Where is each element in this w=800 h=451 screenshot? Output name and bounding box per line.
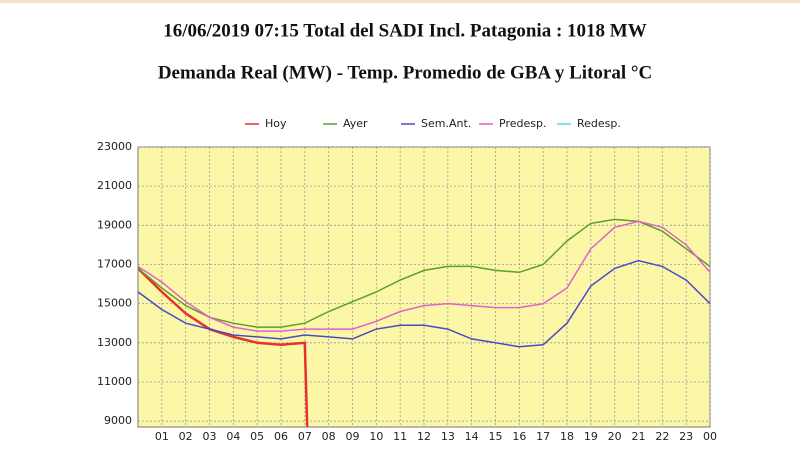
x-tick-label: 21 [632, 430, 646, 443]
x-tick-label: 17 [536, 430, 550, 443]
x-tick-label: 15 [489, 430, 503, 443]
x-tick-label: 12 [417, 430, 431, 443]
y-tick-label: 17000 [97, 257, 132, 270]
y-tick-label: 15000 [97, 297, 132, 310]
legend-label: Ayer [343, 117, 368, 130]
x-tick-label: 03 [203, 430, 217, 443]
x-tick-label: 07 [298, 430, 312, 443]
series-line [138, 218, 710, 328]
chart-title: 16/06/2019 07:15 Total del SADI Incl. Pa… [163, 20, 646, 41]
x-tick-label: 06 [274, 430, 288, 443]
legend-label: Predesp. [499, 117, 546, 130]
chart-subtitle: Demanda Real (MW) - Temp. Promedio de GB… [158, 62, 652, 83]
x-tick-label: 01 [155, 430, 169, 443]
legend-label: Hoy [265, 117, 287, 130]
x-tick-label: 20 [608, 430, 622, 443]
y-tick-label: 21000 [97, 179, 132, 192]
x-tick-label: 09 [346, 430, 360, 443]
x-tick-label: 04 [226, 430, 240, 443]
series-line [138, 220, 710, 332]
lines [138, 218, 710, 427]
x-tick-label: 22 [655, 430, 669, 443]
y-tick-label: 11000 [97, 375, 132, 388]
x-tick-label: 11 [393, 430, 407, 443]
x-tick-label: 23 [679, 430, 693, 443]
legend-label: Sem.Ant. [421, 117, 471, 130]
x-tick-label: 19 [584, 430, 598, 443]
x-tick-label: 00 [703, 430, 717, 443]
top-strip [0, 0, 800, 3]
x-tick-label: 05 [250, 430, 264, 443]
y-tick-label: 19000 [97, 218, 132, 231]
y-tick-label: 23000 [97, 140, 132, 153]
x-tick-label: 16 [512, 430, 526, 443]
x-tick-label: 02 [179, 430, 193, 443]
y-tick-label: 13000 [97, 336, 132, 349]
x-tick-label: 10 [369, 430, 383, 443]
legend-label: Redesp. [577, 117, 621, 130]
x-tick-label: 08 [322, 430, 336, 443]
series-line [138, 267, 309, 427]
x-tick-label: 18 [560, 430, 574, 443]
x-tick-label: 14 [465, 430, 479, 443]
y-tick-label: 9000 [104, 414, 132, 427]
x-tick-label: 13 [441, 430, 455, 443]
series-line [138, 259, 710, 348]
